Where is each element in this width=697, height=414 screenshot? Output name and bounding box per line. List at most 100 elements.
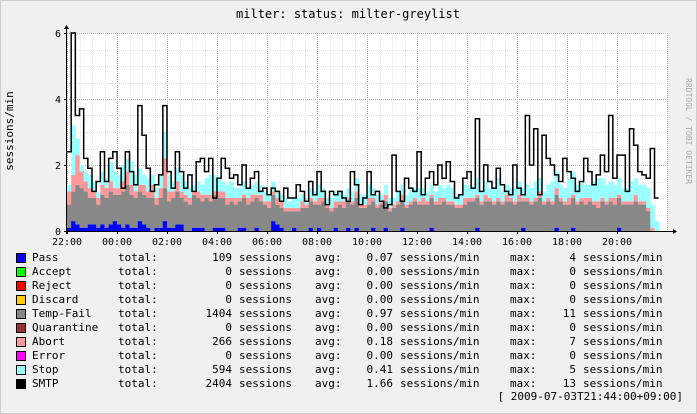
bar-stop (367, 184, 372, 198)
legend-row-smtp: SMTP total: 2404 sessions avg: 1.66 sessions/m… (16, 377, 662, 391)
legend-avg-label: avg: (315, 307, 342, 320)
legend-series-name: Accept (32, 265, 72, 278)
bar-temp-fail (212, 194, 218, 228)
bar-stop (404, 194, 409, 205)
bar-temp-fail (396, 204, 401, 231)
bar-temp-fail (567, 204, 572, 231)
bar-abort (546, 198, 551, 202)
bar-stop (350, 191, 355, 202)
y-tick-label: 4 (55, 95, 61, 106)
bar-temp-fail (300, 207, 305, 231)
bar-abort (408, 201, 414, 205)
legend-total-unit: sessions (239, 293, 292, 306)
bar-temp-fail (346, 201, 351, 228)
bar-stop (496, 178, 501, 198)
legend-total-value: 266 (212, 335, 232, 348)
bar-abort (342, 201, 347, 208)
bar-abort (583, 198, 589, 205)
legend-avg-value: 0.00 (366, 349, 394, 362)
legend-max-unit: sessions/min (583, 349, 663, 362)
bar-temp-fail (146, 198, 151, 228)
bar-stop (258, 184, 264, 195)
bar-abort (146, 191, 151, 198)
bar-pass (196, 227, 201, 231)
bar-stop (650, 204, 655, 228)
bar-stop (450, 188, 455, 202)
bar-stop (142, 174, 147, 185)
bar-pass (317, 227, 322, 231)
bar-stop (362, 194, 368, 205)
legend-avg-unit: sessions/min (400, 293, 480, 306)
bar-abort (258, 194, 264, 202)
stacked-bars (67, 125, 659, 231)
bar-temp-fail (250, 201, 255, 231)
bar-stop (296, 198, 301, 208)
bar-stop (458, 194, 464, 205)
bar-temp-fail (525, 201, 530, 231)
bar-abort (479, 201, 484, 205)
legend-row-temp-fail: Temp-Fail total: 1404 sessions avg: 0.97 sessi… (16, 307, 662, 321)
bar-abort (383, 194, 389, 202)
bar-abort (454, 204, 459, 208)
bar-temp-fail (554, 194, 559, 228)
bar-temp-fail (133, 198, 139, 228)
bar-stop (479, 191, 484, 202)
legend-row-error: Error total: 0 sessions avg: 0.00 sessions/min… (16, 349, 662, 363)
legend-avg-label: avg: (315, 293, 342, 306)
legend-avg-label: avg: (315, 265, 342, 278)
bar-pass (154, 227, 159, 231)
bar-temp-fail (196, 198, 201, 228)
bar-abort (471, 198, 476, 202)
bar-abort (137, 184, 143, 192)
bar-stop (125, 158, 130, 172)
bar-stop (287, 201, 293, 208)
bar-abort (354, 191, 359, 198)
legend-series-name: Reject (32, 279, 72, 292)
bar-abort (217, 191, 222, 198)
x-tick-label: 16:00 (502, 237, 532, 248)
bar-temp-fail (117, 194, 122, 225)
bar-abort (425, 201, 430, 205)
bar-temp-fail (337, 204, 343, 231)
bar-pass (129, 227, 134, 231)
legend-avg-label: avg: (315, 279, 342, 292)
bar-stop (158, 174, 164, 189)
bar-abort (275, 198, 280, 205)
bar-temp-fail (200, 201, 205, 228)
bar-temp-fail (600, 201, 605, 231)
legend-total-value: 0 (225, 279, 232, 292)
bar-abort (617, 194, 622, 198)
bar-abort (212, 191, 218, 195)
legend-total-unit: sessions (239, 363, 292, 376)
bar-stop (283, 198, 289, 208)
bar-temp-fail (512, 204, 518, 231)
bar-temp-fail (171, 198, 176, 228)
legend-max-unit: sessions/min (583, 335, 663, 348)
bar-temp-fail (483, 201, 489, 231)
bar-abort (79, 171, 84, 189)
legend-total-label: total: (118, 335, 158, 348)
bar-pass (142, 224, 147, 231)
bar-abort (554, 188, 559, 195)
bar-temp-fail (183, 201, 189, 231)
bar-abort (254, 194, 259, 198)
bar-stop (196, 181, 201, 192)
bar-stop (504, 184, 509, 195)
legend-avg-label: avg: (315, 377, 342, 390)
bar-abort (362, 204, 368, 208)
legend-total-unit: sessions (239, 307, 292, 320)
legend-max-unit: sessions/min (583, 265, 663, 278)
legend-max-label: max: (510, 335, 537, 348)
bar-pass (104, 227, 109, 231)
bar-temp-fail (358, 207, 364, 231)
bar-stop (629, 181, 634, 202)
bar-pass (96, 227, 101, 231)
bar-abort (371, 198, 376, 202)
bar-temp-fail (150, 198, 155, 231)
bar-abort (571, 194, 576, 198)
bar-temp-fail (312, 204, 318, 231)
bar-pass (212, 227, 218, 231)
bar-abort (158, 188, 164, 198)
bar-stop (279, 194, 284, 202)
legend-series-name: Discard (32, 293, 79, 306)
